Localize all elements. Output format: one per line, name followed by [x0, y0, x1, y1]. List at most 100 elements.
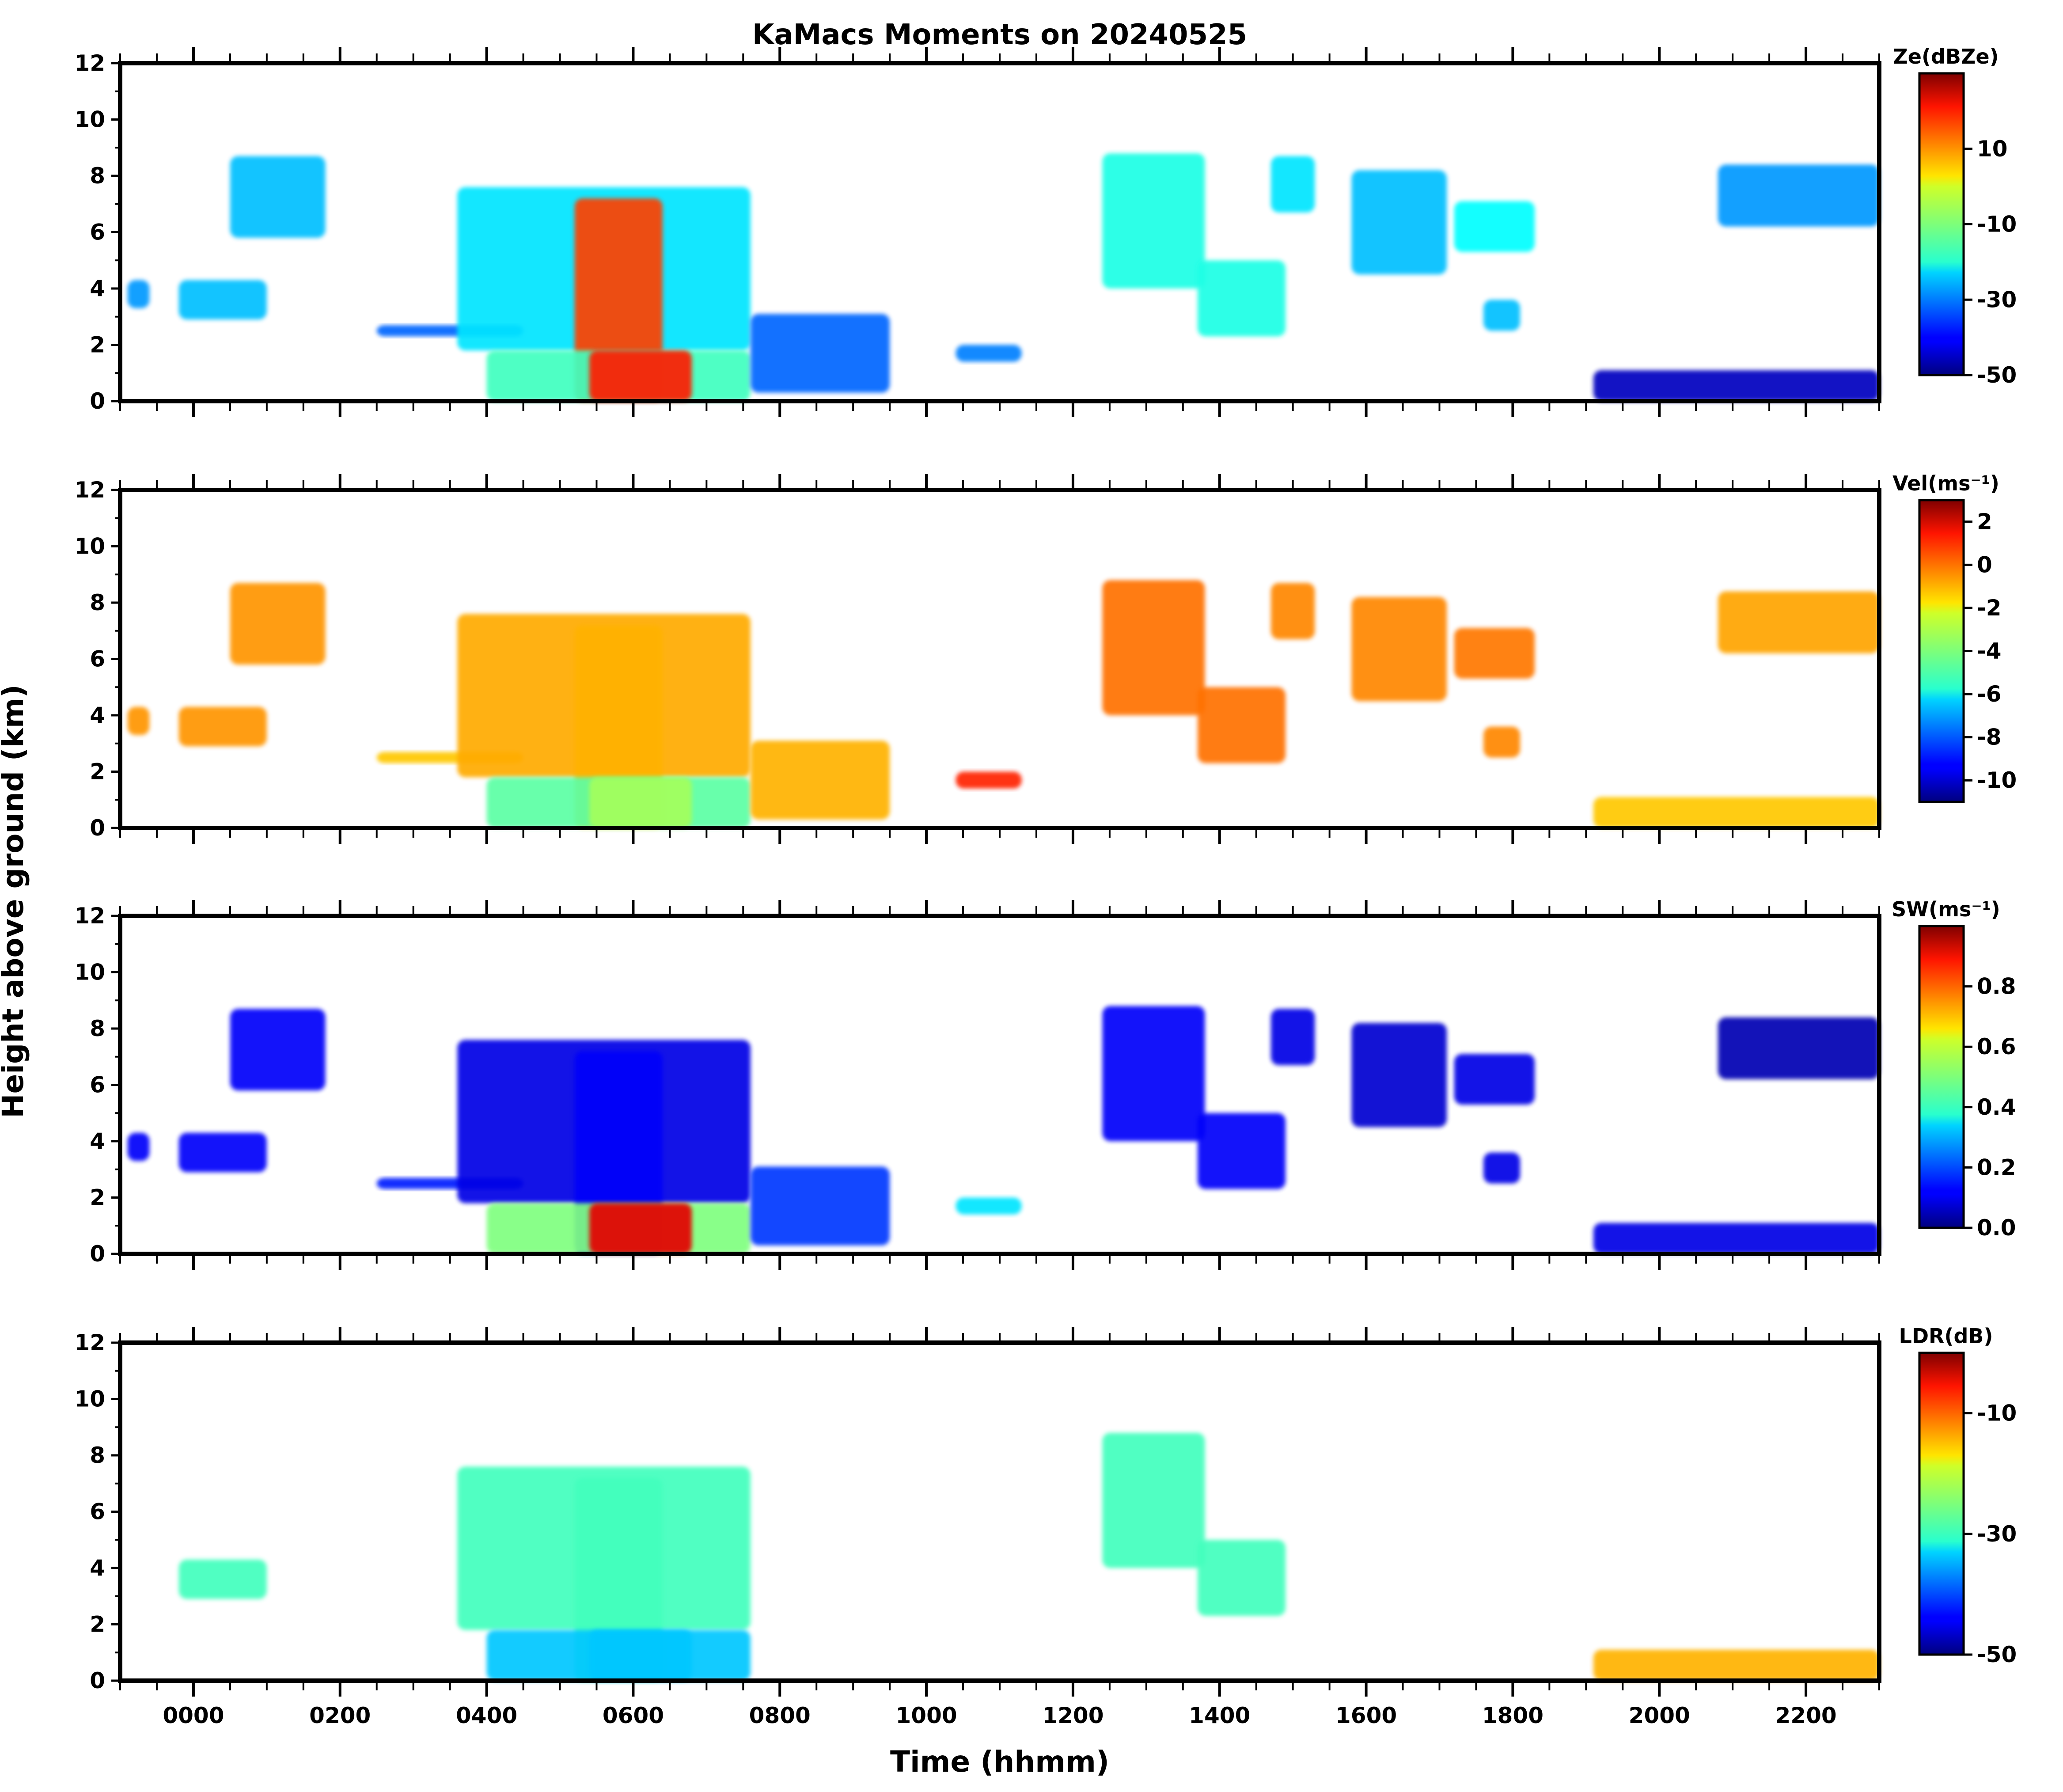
- colorbar-tick-label-ze-0: 10: [1977, 136, 2008, 162]
- echo-region-sw-1: [127, 1132, 150, 1161]
- x-tick-label-0000: 0000: [163, 1703, 224, 1728]
- echo-region-sw-14: [1454, 1054, 1535, 1105]
- echo-regions-vel: [127, 580, 1879, 828]
- echo-region-sw-2: [178, 1132, 267, 1173]
- colorbar-title-ldr: LDR(dB): [1899, 1324, 1993, 1348]
- colorbar-tick-label-vel-2: -2: [1977, 595, 2002, 621]
- echo-regions-ze: [127, 153, 1879, 401]
- panel-ldr: 0 2 4 6 8 10 12 0000 0200 0400 0600 0800 1000 1200 140…: [74, 1324, 2017, 1728]
- echo-region-vel-10: [1102, 580, 1205, 715]
- colorbar-tick-label-vel-6: -10: [1977, 767, 2017, 793]
- echo-region-vel-8: [750, 740, 890, 820]
- echo-region-sw-0: [230, 1009, 326, 1091]
- echo-region-vel-7: [589, 777, 692, 828]
- colorbar-tick-label-vel-4: -6: [1977, 681, 2002, 707]
- x-tick-label-2000: 2000: [1629, 1703, 1690, 1728]
- colorbar-tick-label-sw-4: 0.0: [1977, 1215, 2016, 1241]
- y-tick-label-sw-0: 0: [90, 1241, 105, 1267]
- y-tick-label-vel-6: 6: [90, 646, 105, 672]
- echo-region-vel-1: [127, 706, 150, 735]
- y-tick-label-vel-12: 12: [74, 477, 105, 503]
- echo-region-vel-12: [1270, 583, 1315, 639]
- x-tick-label-0600: 0600: [603, 1703, 664, 1728]
- y-tick-label-ldr-2: 2: [90, 1612, 105, 1637]
- colorbar-tick-label-ldr-0: -10: [1977, 1401, 2017, 1426]
- echo-region-ldr-2: [178, 1559, 267, 1599]
- y-tick-label-ldr-4: 4: [90, 1555, 105, 1581]
- echo-region-vel-14: [1454, 628, 1535, 679]
- echo-region-ze-0: [230, 156, 326, 238]
- colorbar-title-sw: SW(ms⁻¹): [1892, 897, 2000, 921]
- y-axis-title: Height above ground (km): [0, 684, 30, 1118]
- colorbar-ze: [1918, 72, 1965, 376]
- echo-region-sw-7: [589, 1203, 692, 1254]
- echo-region-ldr-17: [1593, 1649, 1879, 1681]
- y-tick-label-ze-4: 4: [90, 276, 105, 301]
- echo-region-vel-0: [230, 583, 326, 665]
- colorbar-sw: [1918, 925, 1965, 1229]
- x-axis-title: Time (hhmm): [890, 1745, 1109, 1779]
- y-tick-label-sw-2: 2: [90, 1185, 105, 1211]
- y-tick-label-ze-6: 6: [90, 220, 105, 245]
- colorbar-tick-label-ze-3: -50: [1977, 362, 2017, 388]
- echo-region-ldr-11: [1197, 1540, 1286, 1616]
- echo-region-vel-11: [1197, 687, 1286, 763]
- echo-region-vel-16: [1718, 591, 1879, 653]
- echo-regions-sw: [127, 1006, 1879, 1254]
- echo-region-sw-16: [1718, 1017, 1879, 1079]
- echo-region-vel-9: [956, 771, 1022, 789]
- y-tick-label-ldr-12: 12: [74, 1330, 105, 1355]
- echo-regions-ldr: [178, 1433, 1879, 1681]
- colorbar-tick-label-ldr-2: -50: [1977, 1642, 2017, 1667]
- echo-region-ze-16: [1718, 164, 1879, 227]
- echo-region-ze-12: [1270, 156, 1315, 213]
- y-tick-label-ldr-6: 6: [90, 1499, 105, 1525]
- echo-region-ze-11: [1197, 260, 1286, 337]
- colorbar-title-vel: Vel(ms⁻¹): [1892, 471, 1999, 495]
- x-tick-label-1200: 1200: [1042, 1703, 1104, 1728]
- x-tick-label-1000: 1000: [895, 1703, 957, 1728]
- x-tick-label-1400: 1400: [1189, 1703, 1250, 1728]
- echo-region-sw-12: [1270, 1009, 1315, 1065]
- x-tick-label-0200: 0200: [309, 1703, 371, 1728]
- echo-region-ze-2: [178, 280, 267, 320]
- echo-region-ze-7: [589, 350, 692, 401]
- echo-region-ze-1: [127, 280, 150, 308]
- y-tick-label-sw-8: 8: [90, 1016, 105, 1041]
- colorbar-title-ze: Ze(dBZe): [1893, 45, 1999, 68]
- panels-group: 0 2 4 6 8 10 12 Ze(dBZe) 10 -10 -30 -50 0 2 4 6 8 10 12 Vel…: [74, 45, 2017, 1728]
- x-tick-label-1600: 1600: [1335, 1703, 1397, 1728]
- y-tick-label-ze-8: 8: [90, 163, 105, 189]
- echo-region-vel-13: [1351, 597, 1447, 702]
- x-tick-label-1800: 1800: [1482, 1703, 1543, 1728]
- x-tick-label-0800: 0800: [749, 1703, 811, 1728]
- echo-region-sw-13: [1351, 1023, 1447, 1128]
- echo-region-ze-8: [750, 314, 890, 393]
- y-tick-label-vel-8: 8: [90, 590, 105, 615]
- echo-region-ze-15: [1483, 300, 1521, 331]
- colorbar-tick-label-sw-1: 0.6: [1977, 1034, 2016, 1059]
- colorbar-tick-label-sw-0: 0.8: [1977, 974, 2016, 999]
- y-tick-label-sw-12: 12: [74, 903, 105, 929]
- y-tick-label-vel-0: 0: [90, 815, 105, 841]
- y-tick-label-ldr-0: 0: [90, 1668, 105, 1693]
- panel-sw: 0 2 4 6 8 10 12 SW(ms⁻¹) 0.8 0.6 0.4 0.2 0.0: [74, 897, 2016, 1270]
- echo-region-sw-15: [1483, 1152, 1521, 1184]
- plot-frame-ldr: [118, 1340, 1881, 1683]
- echo-region-sw-17: [1593, 1223, 1879, 1254]
- echo-region-ze-13: [1351, 170, 1447, 275]
- echo-region-ze-17: [1593, 370, 1879, 401]
- panel-ze: 0 2 4 6 8 10 12 Ze(dBZe) 10 -10 -30 -50: [74, 45, 2017, 417]
- y-tick-label-ze-12: 12: [74, 50, 105, 76]
- colorbar-tick-label-vel-0: 2: [1977, 509, 1992, 535]
- echo-region-ze-14: [1454, 201, 1535, 252]
- colorbar-tick-label-ze-2: -30: [1977, 287, 2017, 312]
- colorbar-tick-label-vel-3: -4: [1977, 638, 2002, 664]
- echo-region-sw-9: [956, 1197, 1022, 1215]
- colorbar-vel: [1918, 499, 1965, 803]
- y-tick-label-sw-10: 10: [74, 960, 105, 985]
- y-tick-label-ze-0: 0: [90, 388, 105, 414]
- y-tick-label-ze-2: 2: [90, 332, 105, 358]
- echo-region-ze-10: [1102, 153, 1205, 289]
